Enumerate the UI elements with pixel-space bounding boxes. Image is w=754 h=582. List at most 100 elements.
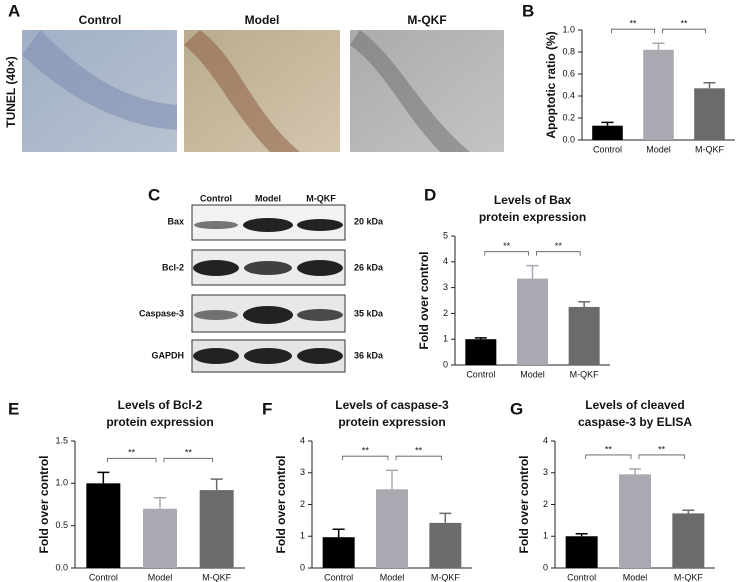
bar xyxy=(568,306,600,365)
cell-layer xyxy=(184,30,300,152)
error-bar xyxy=(652,42,665,50)
error-bar xyxy=(526,264,539,279)
panel-letter: F xyxy=(262,399,272,418)
bar xyxy=(465,339,497,365)
blot-row: Caspase-3 xyxy=(139,308,184,318)
error-bar xyxy=(97,471,110,484)
error-bar xyxy=(474,337,487,340)
error-bar xyxy=(210,478,223,491)
blot-size: 26 kDa xyxy=(354,262,384,272)
significance-bracket xyxy=(484,251,529,256)
bar xyxy=(643,49,674,140)
significance-bracket xyxy=(611,28,655,34)
micrographs xyxy=(22,30,504,152)
blot-size: 20 kDa xyxy=(354,216,384,226)
bar xyxy=(592,125,623,140)
x-tick-label: M-QKF xyxy=(431,572,460,582)
error-bar xyxy=(682,509,695,514)
x-tick-label: M-QKF xyxy=(674,572,703,582)
chart-title: protein expression xyxy=(479,210,586,224)
y-axis-label: Apoptotic ratio (%) xyxy=(544,31,558,138)
error-bar xyxy=(439,512,452,523)
error-bar xyxy=(386,469,398,490)
x-tick-label: Model xyxy=(646,144,671,154)
blot-column: M-QKF xyxy=(306,193,336,203)
y-tick-label: 1 xyxy=(443,334,448,344)
significance-label: ** xyxy=(629,19,637,29)
error-bar xyxy=(154,496,166,509)
significance-label: ** xyxy=(555,241,563,251)
x-tick-label: M-QKF xyxy=(202,572,231,582)
y-axis-label: Fold over control xyxy=(417,251,431,349)
significance-bracket xyxy=(585,454,632,459)
bar xyxy=(619,474,651,568)
y-tick-label: 0 xyxy=(300,562,305,572)
error-bar xyxy=(629,468,641,475)
chart-title: Levels of cleaved xyxy=(585,398,684,412)
y-tick-label: 1.0 xyxy=(55,478,68,488)
y-tick-label: 1.5 xyxy=(55,435,68,445)
x-tick-label: Control xyxy=(466,369,495,379)
error-bar xyxy=(332,528,345,538)
column-title: Model xyxy=(245,13,280,27)
y-tick-label: 2 xyxy=(443,308,448,318)
cell-layer xyxy=(22,30,177,130)
panel-letter: E xyxy=(8,399,19,418)
error-bar xyxy=(601,121,614,126)
blot-column: Control xyxy=(200,193,232,203)
bar xyxy=(322,537,355,568)
bar xyxy=(86,483,121,568)
chart-title: caspase-3 by ELISA xyxy=(578,415,692,429)
y-tick-label: 0 xyxy=(443,359,448,369)
y-axis-label: Fold over control xyxy=(37,455,51,553)
side-label: TUNEL (40×) xyxy=(4,56,18,127)
y-tick-label: 3 xyxy=(543,467,548,477)
y-tick-label: 3 xyxy=(443,282,448,292)
bar xyxy=(672,513,705,568)
column-title: Control xyxy=(79,13,122,27)
significance-label: ** xyxy=(605,444,613,454)
blot-size: 35 kDa xyxy=(354,308,384,318)
blot-size: 36 kDa xyxy=(354,350,384,360)
bar xyxy=(517,278,548,365)
x-tick-label: Control xyxy=(89,572,118,582)
significance-bracket xyxy=(638,454,685,459)
y-tick-label: 3 xyxy=(300,467,305,477)
significance-bracket xyxy=(536,251,581,256)
bar xyxy=(199,490,234,568)
x-tick-label: Control xyxy=(593,144,622,154)
y-tick-label: 1 xyxy=(300,531,305,541)
y-tick-label: 2 xyxy=(543,499,548,509)
bar xyxy=(429,522,462,568)
bar xyxy=(694,88,725,140)
blot-column: Model xyxy=(255,193,281,203)
y-tick-label: 0.4 xyxy=(562,90,575,100)
significance-bracket xyxy=(106,457,157,463)
bar xyxy=(565,536,598,568)
y-tick-label: 0.0 xyxy=(55,562,68,572)
y-tick-label: 2 xyxy=(300,499,305,509)
panel-letter: G xyxy=(510,399,523,418)
cell-layer xyxy=(350,30,470,152)
blot-row: Bax xyxy=(167,216,184,226)
error-bar xyxy=(578,301,591,307)
significance-bracket xyxy=(342,455,389,461)
y-axis-label: Fold over control xyxy=(274,455,288,553)
significance-label: ** xyxy=(362,446,370,456)
y-tick-label: 4 xyxy=(443,256,448,266)
chart-title: protein expression xyxy=(338,415,445,429)
chart-title: Levels of caspase-3 xyxy=(335,398,449,412)
panel-letter: C xyxy=(148,185,160,204)
significance-label: ** xyxy=(128,448,136,458)
y-tick-label: 0.5 xyxy=(55,520,68,530)
significance-bracket xyxy=(395,455,442,461)
y-tick-label: 0.8 xyxy=(562,46,575,56)
significance-label: ** xyxy=(680,19,688,29)
significance-bracket xyxy=(163,457,214,463)
significance-label: ** xyxy=(503,241,511,251)
blot-row: GAPDH xyxy=(151,350,184,360)
blot-row: Bcl-2 xyxy=(162,262,184,272)
panel-letter: A xyxy=(8,1,20,20)
column-title: M-QKF xyxy=(407,13,446,27)
significance-label: ** xyxy=(658,444,666,454)
